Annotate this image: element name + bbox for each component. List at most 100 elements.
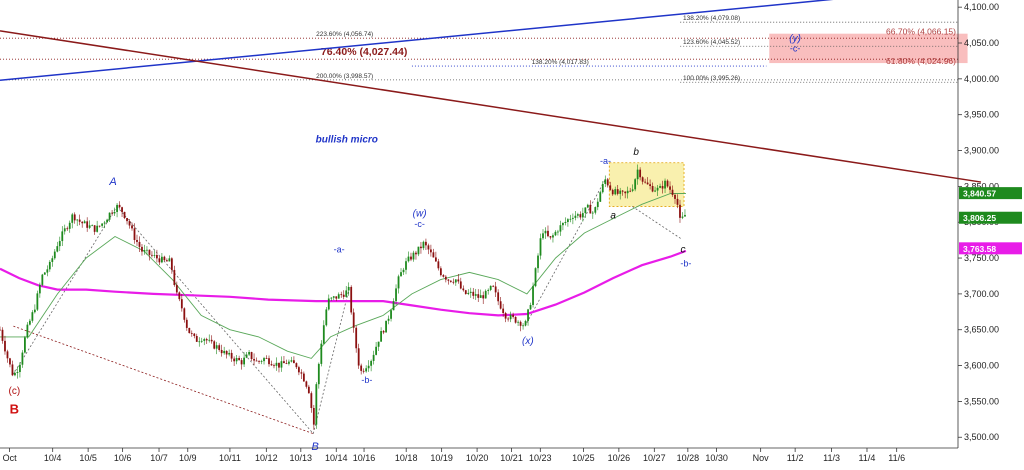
candle-body-143: [355, 327, 358, 349]
candle-body-127: [315, 384, 318, 425]
candle-body-265: [659, 186, 661, 188]
y-tick-label-10: 4,000.00: [964, 74, 999, 84]
candle-body-65: [161, 256, 163, 263]
candle-body-109: [270, 364, 273, 366]
candle-body-176: [437, 261, 440, 269]
candle-body-96: [238, 358, 241, 361]
x-tick-label-13: 10/20: [466, 453, 489, 463]
y-tick-label-11: 4,050.00: [964, 38, 999, 48]
candle-body-267: [664, 180, 666, 189]
candle-body-27: [66, 228, 69, 230]
candle-body-122: [302, 373, 305, 382]
wave-label-14: (y): [789, 34, 801, 45]
candle-body-229: [569, 218, 572, 220]
fib-level-label-0: 223.60% (4,056.74): [316, 31, 373, 38]
wave-label-11: b: [633, 147, 639, 158]
fib-level-label-4: 123.60% (4,045.52): [683, 39, 740, 46]
candle-body-149: [370, 360, 373, 366]
wave-label-3: B: [312, 441, 319, 453]
price-marker-bg-1: [959, 211, 1022, 224]
candle-body-5: [11, 364, 14, 376]
candle-body-104: [258, 360, 260, 362]
candle-body-83: [205, 339, 208, 341]
candle-body-79: [195, 335, 198, 342]
candle-body-241: [599, 192, 602, 202]
candle-body-162: [402, 269, 405, 273]
candle-body-105: [260, 361, 263, 362]
y-tick-label-5: 3,750.00: [964, 253, 999, 263]
x-tick-label-10: 10/16: [353, 453, 376, 463]
candle-body-41: [101, 223, 104, 226]
candle-body-42: [103, 222, 106, 224]
gray-dotted-2: [116, 206, 314, 434]
fib-level-label-3: 138.20% (4,079.08): [683, 15, 740, 22]
candle-body-161: [400, 272, 402, 277]
candle-body-98: [243, 357, 245, 365]
x-tick-label-24: 11/4: [859, 453, 876, 463]
highlight-level-label: 76.40% (4,027.44): [321, 46, 407, 58]
candle-body-82: [203, 339, 206, 341]
candle-body-62: [153, 254, 156, 256]
fib-level-label-5: 100.00% (3,995.26): [683, 75, 740, 82]
candle-body-19: [46, 269, 49, 273]
candle-body-35: [86, 221, 89, 228]
candle-body-263: [654, 190, 656, 192]
candle-body-195: [484, 290, 487, 299]
candle-body-170: [422, 241, 425, 249]
candle-body-2: [4, 340, 6, 352]
candle-body-228: [567, 219, 569, 222]
candle-body-12: [28, 320, 31, 325]
candle-body-185: [459, 281, 462, 289]
candle-body-123: [305, 381, 308, 387]
candle-body-38: [93, 225, 96, 232]
candle-body-95: [235, 358, 238, 362]
candle-body-139: [345, 290, 348, 297]
candle-body-239: [594, 207, 597, 213]
candle-body-275: [684, 214, 686, 217]
candle-body-257: [639, 169, 642, 178]
candle-body-91: [225, 350, 228, 355]
candle-body-256: [636, 169, 639, 180]
candle-body-210: [522, 325, 524, 327]
gray-dotted-4: [524, 179, 606, 327]
candle-body-226: [562, 222, 564, 226]
candle-body-1: [1, 329, 4, 341]
candle-body-59: [146, 249, 148, 251]
candle-body-218: [542, 233, 544, 239]
candle-body-132: [327, 298, 330, 310]
price-marker-label-0: 3,840.57: [963, 189, 996, 199]
candle-body-240: [596, 201, 599, 208]
candle-body-138: [342, 294, 345, 297]
candle-body-115: [285, 363, 288, 364]
candle-body-244: [606, 179, 609, 186]
candle-body-87: [215, 345, 218, 349]
candle-body-152: [377, 341, 380, 347]
candle-body-172: [427, 245, 430, 250]
fib-right-label-0: 66.70% (4,066.15): [886, 26, 956, 36]
candle-body-36: [88, 225, 91, 228]
candle-body-232: [576, 214, 579, 216]
candle-body-145: [360, 365, 363, 371]
candle-body-182: [452, 281, 455, 283]
candle-body-204: [507, 318, 510, 320]
candle-body-268: [666, 180, 669, 187]
candle-body-186: [462, 288, 465, 291]
candle-body-10: [24, 337, 26, 353]
candle-body-222: [552, 235, 554, 238]
candle-body-118: [293, 360, 295, 364]
candle-body-224: [557, 231, 559, 233]
candle-body-250: [621, 190, 624, 192]
y-tick-label-0: 3,500.00: [964, 432, 999, 442]
candle-body-153: [380, 331, 382, 342]
candle-body-261: [649, 184, 651, 187]
candle-body-173: [430, 249, 432, 253]
candle-body-274: [681, 216, 684, 218]
wave-label-15: -c-: [790, 44, 801, 54]
candle-body-269: [669, 186, 671, 190]
wave-label-13: -b-: [680, 259, 691, 269]
candle-body-151: [375, 346, 378, 355]
candle-body-22: [53, 251, 56, 259]
